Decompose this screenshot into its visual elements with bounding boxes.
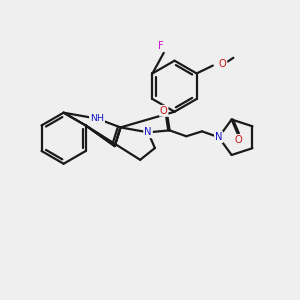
Text: NH: NH [90,114,104,123]
Text: N: N [144,127,152,137]
Text: F: F [158,41,164,51]
Text: N: N [215,132,223,142]
Text: N: N [215,132,223,142]
Text: O: O [160,106,168,116]
Text: NH: NH [90,114,104,123]
Text: O: O [235,135,242,145]
Text: O: O [219,58,226,69]
Text: N: N [144,127,152,137]
